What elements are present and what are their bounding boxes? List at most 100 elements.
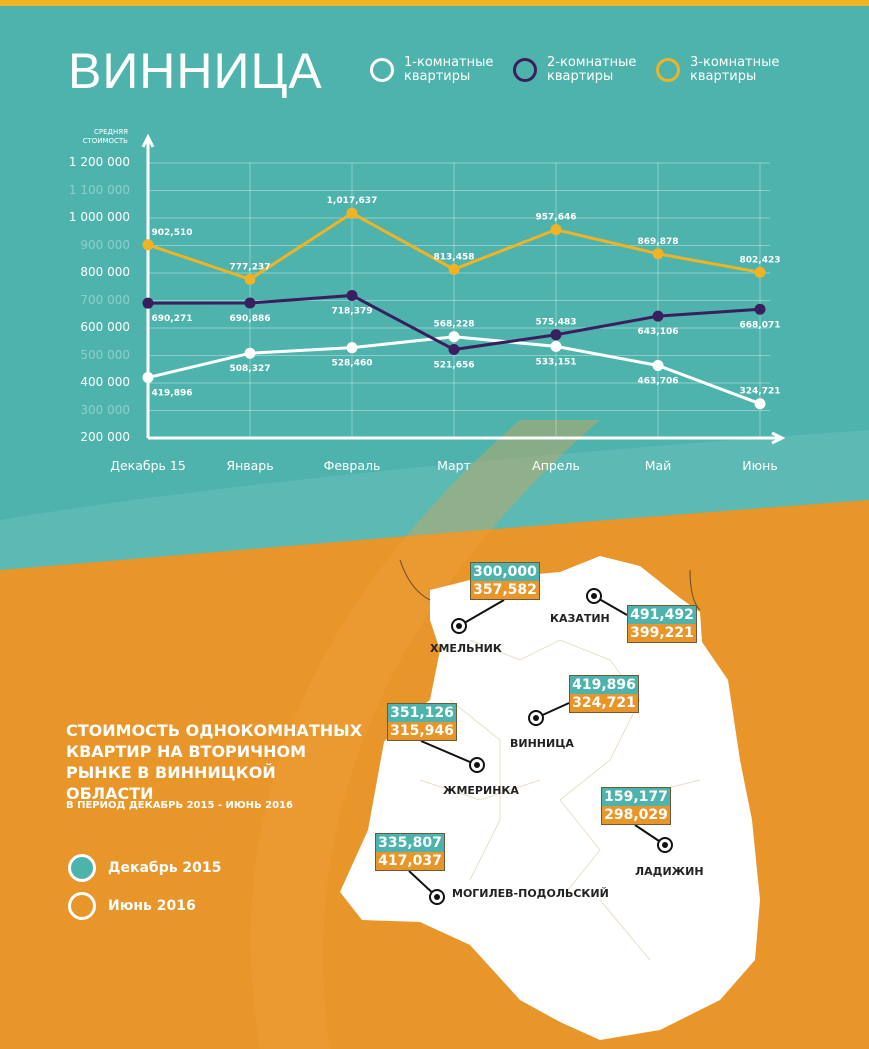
line-chart: 419,896 508,327 528,460 568,228 533,151 463,7… — [141, 133, 786, 445]
data-point — [448, 263, 460, 275]
data-point — [550, 329, 562, 341]
map-title: СТОИМОСТЬ ОДНОКОМНАТНЫХ КВАРТИР НА ВТОРИ… — [66, 721, 363, 803]
data-point — [346, 342, 358, 354]
legend-dot — [68, 892, 96, 920]
leader-line — [458, 599, 505, 627]
legend-label: 3-комнатные квартиры — [690, 55, 780, 84]
legend-item-1-room: 1-комнатные квартиры — [370, 56, 499, 84]
data-label: 419,896 — [152, 389, 193, 399]
city-marker-dot — [434, 894, 440, 900]
data-label: 575,483 — [536, 318, 577, 328]
data-label: 508,327 — [230, 364, 271, 374]
city-marker-dot — [474, 762, 480, 768]
data-label: 902,510 — [152, 228, 193, 238]
y-axis — [141, 133, 155, 438]
map-period: В ПЕРИОД ДЕКАБРЬ 2015 - ИЮНЬ 2016 — [66, 800, 293, 811]
data-label: 533,151 — [536, 357, 577, 367]
legend-item-3-room: 3-комнатные квартиры — [656, 56, 785, 84]
x-tick-label: Май — [644, 458, 672, 473]
price-box: 419,896 324,721 — [569, 675, 639, 713]
price-jun-2016: 315,946 — [388, 722, 456, 740]
y-tick-label: 500 000 — [80, 347, 130, 362]
price-jun-2016: 324,721 — [570, 694, 638, 712]
y-tick-label: 1 100 000 — [68, 182, 130, 197]
data-label: 324,721 — [740, 387, 781, 397]
legend-item-2-room: 2-комнатные квартиры — [513, 56, 642, 84]
data-label: 463,706 — [638, 376, 679, 386]
page-title: ВИННИЦА — [68, 43, 323, 99]
data-label: 718,379 — [332, 306, 373, 316]
x-tick-label: Март — [437, 458, 471, 473]
data-label: 568,228 — [434, 320, 475, 330]
x-tick-label: Декабрь 15 — [110, 458, 186, 473]
legend-label: 2-комнатные квартиры — [547, 55, 637, 84]
map-legend-dec: Декабрь 2015 — [68, 854, 221, 882]
data-point — [346, 289, 358, 301]
data-point — [550, 340, 562, 352]
legend-dot — [513, 58, 537, 82]
x-tick-label: Январь — [226, 458, 274, 473]
legend-label: Июнь 2016 — [108, 898, 196, 914]
data-label: 957,646 — [536, 213, 577, 223]
y-tick-label: 400 000 — [80, 375, 130, 389]
city-marker-dot — [533, 715, 539, 721]
price-dec-2015: 491,492 — [628, 606, 696, 624]
legend-label: 1-комнатные квартиры — [404, 55, 494, 84]
y-tick-label: 700 000 — [80, 292, 130, 307]
data-label: 690,886 — [230, 314, 271, 324]
price-jun-2016: 399,221 — [628, 624, 696, 642]
city-name: ЖМЕРИНКА — [443, 784, 519, 797]
price-box: 300,000 357,582 — [470, 562, 540, 600]
price-box: 351,126 315,946 — [387, 703, 457, 741]
data-point — [346, 207, 358, 219]
data-point — [652, 248, 664, 260]
price-jun-2016: 298,029 — [602, 806, 670, 824]
price-box: 491,492 399,221 — [627, 605, 697, 643]
price-jun-2016: 357,582 — [471, 581, 539, 599]
data-label: 869,878 — [638, 237, 679, 247]
data-point — [754, 303, 766, 315]
legend-dot — [656, 58, 680, 82]
city-marker-dot — [662, 842, 668, 848]
y-tick-label: 900 000 — [80, 237, 130, 252]
data-label: 777,237 — [230, 262, 271, 272]
data-point — [652, 310, 664, 322]
data-label: 668,071 — [740, 320, 781, 330]
x-tick-label: Июнь — [742, 458, 778, 473]
price-dec-2015: 300,000 — [471, 563, 539, 581]
data-point — [754, 398, 766, 410]
leader-line — [420, 740, 478, 766]
legend-label: Декабрь 2015 — [108, 860, 222, 876]
data-label: 528,460 — [332, 359, 373, 369]
price-jun-2016: 417,037 — [376, 852, 444, 870]
y-tick-label: 200 000 — [80, 430, 130, 444]
data-label: 521,656 — [434, 361, 475, 371]
legend-dot — [68, 854, 96, 882]
y-axis-label: СРЕДНЯЯ СТОИМОСТЬ — [82, 128, 128, 145]
price-box: 335,807 417,037 — [375, 833, 445, 871]
price-dec-2015: 351,126 — [388, 704, 456, 722]
data-point — [142, 239, 154, 251]
city-marker-dot — [591, 593, 597, 599]
price-dec-2015: 335,807 — [376, 834, 444, 852]
y-tick-label: 600 000 — [80, 320, 130, 334]
region-map — [340, 556, 760, 1040]
y-tick-label: 1 000 000 — [68, 210, 130, 224]
map-legend-jun: Июнь 2016 — [68, 892, 196, 920]
data-label: 813,458 — [434, 252, 475, 262]
data-point — [142, 297, 154, 309]
data-point — [244, 347, 256, 359]
city-name: ХМЕЛЬНИК — [430, 642, 502, 655]
data-point — [448, 344, 460, 356]
data-point — [448, 331, 460, 343]
price-dec-2015: 159,177 — [602, 788, 670, 806]
data-label: 643,106 — [638, 327, 679, 337]
data-label: 1,017,637 — [327, 196, 378, 206]
city-name: КАЗАТИН — [550, 612, 610, 625]
city-marker-dot — [456, 623, 462, 629]
legend-dot — [370, 58, 394, 82]
data-point — [550, 224, 562, 236]
data-point — [142, 372, 154, 384]
